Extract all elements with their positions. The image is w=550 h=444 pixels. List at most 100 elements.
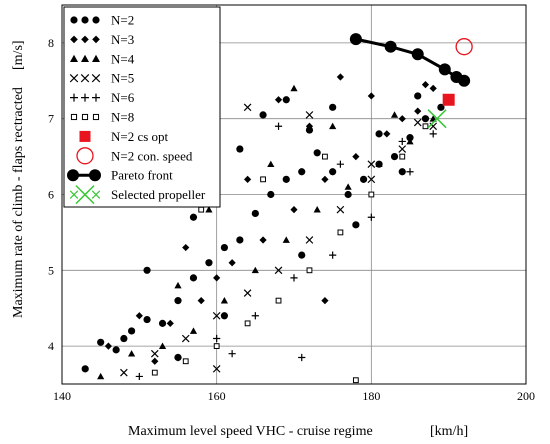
data-point (298, 353, 306, 362)
data-point (305, 236, 314, 244)
x-tick-label: 160 (208, 389, 226, 403)
data-point (290, 84, 298, 92)
data-point (259, 236, 267, 244)
data-point (367, 92, 375, 100)
legend-entry: N=8 (70, 110, 134, 125)
data-point (305, 111, 314, 119)
data-point (120, 334, 128, 343)
data-point (336, 160, 344, 168)
legend-marker (80, 73, 90, 83)
data-point (282, 236, 290, 243)
data-point (406, 137, 414, 145)
legend-marker (92, 16, 100, 24)
legend-marker (69, 190, 79, 199)
data-point (337, 229, 344, 236)
legend-label: Pareto front (111, 168, 173, 183)
series-pareto-front (349, 33, 471, 87)
data-point (344, 190, 352, 199)
data-point (244, 175, 252, 183)
data-point (352, 221, 360, 229)
data-point (398, 145, 407, 153)
legend-entry: N=3 (70, 32, 134, 47)
data-point (329, 168, 337, 176)
legend-marker (92, 93, 100, 102)
legend-marker (69, 73, 79, 83)
data-point (212, 311, 221, 320)
data-point (349, 33, 362, 46)
data-point (421, 80, 430, 89)
data-point (228, 350, 236, 358)
y-tick-label: 6 (48, 188, 54, 202)
y-tick-label: 8 (48, 36, 54, 50)
x-tick-label: 140 (53, 389, 71, 403)
data-point (189, 274, 198, 282)
data-point (390, 153, 399, 161)
data-point (367, 213, 375, 221)
data-point (329, 103, 337, 111)
data-point (243, 103, 252, 112)
legend-marker (76, 147, 94, 165)
data-point (158, 342, 167, 349)
data-point (421, 115, 430, 123)
legend-entry: N=2 (70, 13, 134, 28)
data-point (197, 297, 205, 305)
data-point (305, 126, 314, 134)
legend-marker (70, 93, 78, 102)
data-point (97, 372, 105, 380)
legend-label: N=2 cs opt (111, 129, 169, 144)
x-tick-label: 180 (362, 389, 380, 403)
data-point (220, 297, 228, 304)
data-point (220, 243, 228, 252)
data-point (143, 315, 151, 324)
legend-label: N=5 (111, 71, 134, 86)
legend-entry: Pareto front (67, 168, 173, 183)
legend-marker (75, 185, 95, 205)
data-point (260, 176, 266, 183)
data-point (336, 73, 344, 81)
legend-entry: N=4 (70, 51, 135, 66)
data-point (344, 183, 352, 190)
data-point (112, 346, 120, 354)
data-point (282, 96, 290, 104)
data-point (413, 118, 422, 127)
series-selected-propeller (427, 109, 447, 129)
data-point (360, 175, 368, 183)
data-point (205, 206, 213, 213)
data-point (442, 93, 455, 106)
legend-marker (89, 169, 101, 182)
legend-marker (67, 169, 79, 182)
series-n-8 (151, 123, 429, 384)
data-point (383, 130, 391, 138)
legend-marker (81, 35, 89, 44)
data-point (367, 175, 376, 184)
series-n-5 (120, 103, 438, 377)
legend-label: N=2 con. speed (111, 148, 193, 163)
data-point (97, 338, 105, 346)
legend-entry: Selected propeller (69, 185, 206, 205)
series-n-4 (97, 84, 437, 380)
data-point (213, 343, 220, 350)
data-point (298, 251, 306, 259)
data-point (375, 160, 383, 168)
data-point (414, 92, 422, 100)
data-point (104, 342, 112, 350)
data-point (399, 153, 406, 160)
data-point (251, 209, 259, 218)
data-point (398, 115, 406, 123)
data-point (313, 149, 321, 157)
legend-label: N=3 (111, 32, 134, 47)
legend: N=2 N=3 N=4 N=5 N=6 N=8 N=2 cs opt N=2 con. spe… (63, 6, 221, 208)
data-point (151, 369, 158, 376)
data-point (322, 153, 328, 160)
data-point (220, 312, 228, 320)
data-point (298, 168, 306, 176)
data-point (189, 327, 198, 334)
legend-marker (81, 113, 89, 121)
data-point (182, 358, 189, 365)
data-point (352, 153, 360, 161)
data-point (81, 365, 89, 373)
data-point (182, 243, 190, 252)
data-point (158, 319, 167, 327)
data-point (120, 368, 128, 377)
